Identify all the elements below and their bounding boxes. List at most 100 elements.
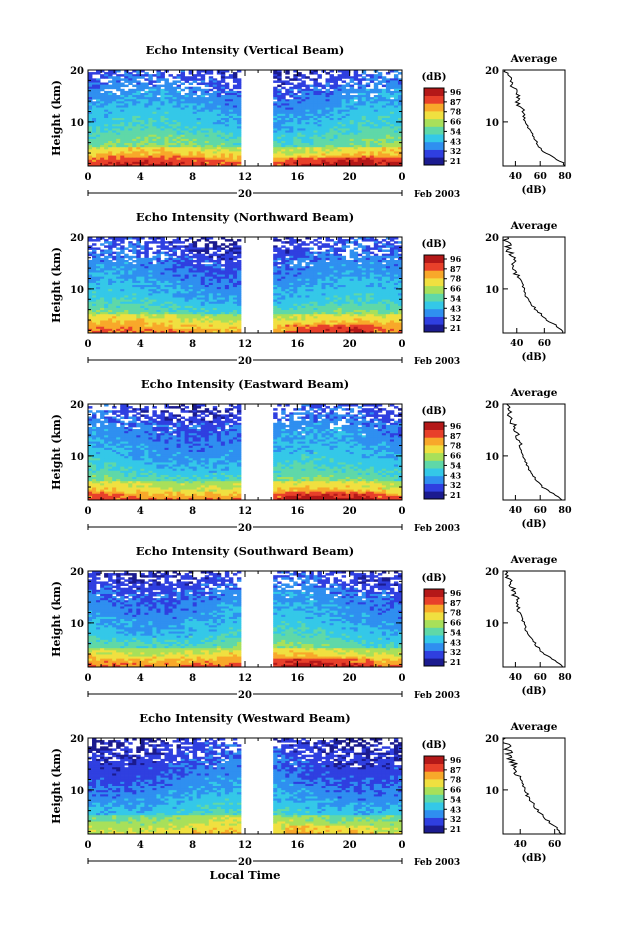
- heatmap-cell: [184, 118, 190, 121]
- heatmap-cell: [204, 103, 210, 106]
- heatmap-cell: [381, 95, 387, 98]
- heatmap-cell: [224, 245, 230, 248]
- heatmap-cell: [148, 143, 153, 146]
- heatmap-cell: [341, 130, 347, 134]
- heatmap-cell: [345, 128, 351, 131]
- heatmap-cell: [397, 97, 403, 100]
- heatmap-cell: [397, 78, 403, 81]
- heatmap-cell: [184, 145, 190, 148]
- heatmap-cell: [373, 140, 379, 144]
- heatmap-cell: [228, 74, 234, 77]
- heatmap-cell: [196, 107, 202, 111]
- heatmap-cell: [168, 84, 173, 88]
- heatmap-cell: [140, 103, 145, 106]
- heatmap-cell: [220, 126, 226, 129]
- heatmap-cell: [152, 80, 157, 83]
- heatmap-cell: [208, 136, 214, 140]
- heatmap-cell: [128, 143, 133, 146]
- heatmap-cell: [273, 124, 278, 127]
- heatmap-cell: [180, 109, 186, 113]
- heatmap-cell: [373, 126, 379, 129]
- heatmap-cell: [353, 111, 359, 115]
- heatmap-cell: [144, 111, 149, 115]
- heatmap-cell: [277, 92, 282, 96]
- heatmap-cell: [325, 118, 330, 121]
- heatmap-cell: [160, 111, 165, 115]
- heatmap-cell: [192, 128, 198, 131]
- heatmap-cell: [236, 105, 242, 108]
- heatmap-cell: [212, 145, 218, 148]
- heatmap-cell: [208, 143, 214, 146]
- heatmap-cell: [297, 122, 302, 125]
- heatmap-cell: [96, 109, 101, 113]
- heatmap-cell: [301, 138, 306, 142]
- heatmap-cell: [124, 103, 129, 106]
- heatmap-cell: [373, 115, 379, 119]
- heatmap-cell: [144, 86, 149, 90]
- heatmap-cell: [200, 78, 206, 81]
- heatmap-cell: [116, 115, 121, 119]
- heatmap-cell: [116, 130, 121, 134]
- heatmap-cell: [104, 105, 109, 108]
- heatmap-cell: [389, 136, 395, 140]
- heatmap-cell: [305, 130, 310, 134]
- heatmap-cell: [120, 147, 125, 150]
- heatmap-cell: [293, 257, 298, 261]
- heatmap-cell: [329, 74, 334, 77]
- heatmap-cell: [192, 126, 198, 129]
- heatmap-cell: [188, 72, 194, 75]
- heatmap-cell: [309, 90, 314, 94]
- heatmap-cell: [224, 143, 230, 146]
- heatmap-cell: [192, 118, 198, 121]
- heatmap-cell: [88, 122, 93, 125]
- heatmap-cell: [321, 143, 326, 146]
- heatmap-cell: [393, 132, 399, 136]
- heatmap-cell: [277, 76, 282, 79]
- heatmap-cell: [393, 86, 399, 90]
- heatmap-cell: [301, 95, 306, 98]
- heatmap-cell: [152, 113, 157, 117]
- heatmap-cell: [281, 147, 286, 150]
- heatmap-cell: [333, 136, 338, 140]
- heatmap-cell: [309, 118, 314, 121]
- heatmap-cell: [112, 128, 117, 131]
- heatmap-cell: [112, 147, 117, 150]
- heatmap-cell: [381, 140, 387, 144]
- heatmap-cell: [152, 86, 157, 90]
- heatmap-cell: [232, 257, 238, 261]
- heatmap-cell: [100, 253, 105, 257]
- heatmap-cell: [152, 136, 157, 140]
- heatmap-cell: [144, 132, 149, 136]
- heatmap-cell: [116, 132, 121, 136]
- heatmap-cell: [200, 120, 206, 123]
- heatmap-cell: [289, 78, 294, 81]
- heatmap-cell: [345, 97, 351, 100]
- heatmap-cell: [289, 95, 294, 98]
- heatmap-cell: [369, 239, 375, 242]
- chart-panel: Echo Intensity (Northward Beam)1020Heigh…: [50, 210, 566, 367]
- heatmap-cell: [369, 128, 375, 131]
- heatmap-cell: [140, 126, 145, 129]
- heatmap-cell: [365, 140, 371, 144]
- heatmap-cell: [168, 126, 173, 129]
- heatmap-cell: [116, 138, 121, 142]
- heatmap-cell: [140, 143, 145, 146]
- heatmap-cell: [204, 113, 210, 117]
- heatmap-cell: [289, 120, 294, 123]
- heatmap-cell: [301, 115, 306, 119]
- heatmap-cell: [309, 134, 314, 138]
- heatmap-cell: [397, 126, 403, 129]
- heatmap-cell: [325, 84, 330, 88]
- heatmap-cell: [349, 132, 355, 136]
- heatmap-cell: [345, 72, 351, 75]
- heatmap-cell: [236, 70, 242, 73]
- heatmap-cell: [353, 74, 359, 77]
- heatmap-cell: [329, 109, 334, 113]
- heatmap-cell: [393, 99, 399, 102]
- heatmap-cell: [285, 134, 290, 138]
- heatmap-cell: [345, 147, 351, 150]
- heatmap-cell: [148, 241, 153, 244]
- heatmap-cell: [168, 128, 173, 131]
- heatmap-cell: [176, 84, 181, 88]
- heatmap-cell: [184, 97, 190, 100]
